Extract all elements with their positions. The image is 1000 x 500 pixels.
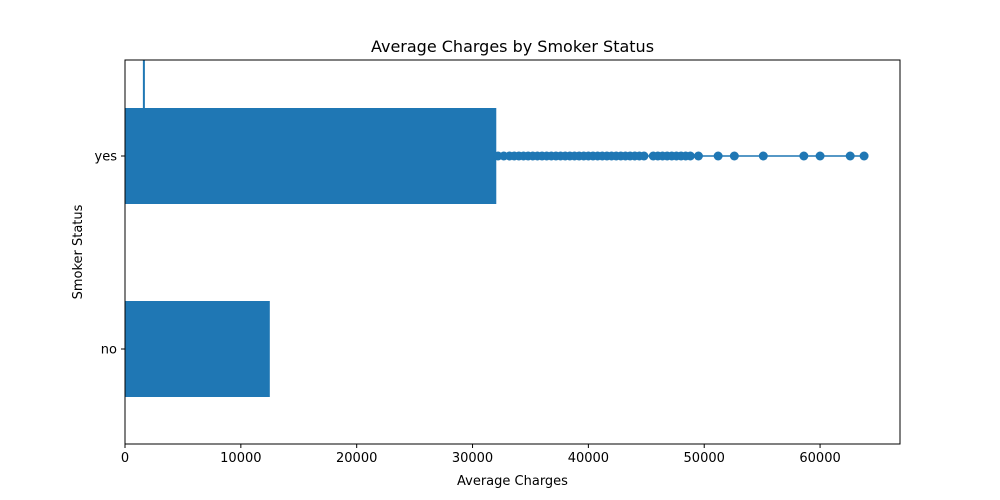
y-axis: no yes — [95, 150, 125, 358]
chart-title: Average Charges by Smoker Status — [371, 37, 654, 56]
x-tick-label: 10000 — [220, 451, 261, 466]
overlay-point — [859, 151, 869, 161]
x-axis-label: Average Charges — [457, 474, 568, 489]
x-tick-label: 40000 — [568, 451, 609, 466]
x-tick-label: 60000 — [799, 451, 840, 466]
plot-frame — [124, 59, 901, 445]
overlay-point — [845, 151, 855, 161]
x-tick-label: 0 — [121, 451, 129, 466]
bar-no — [125, 301, 270, 397]
x-tick-label: 50000 — [684, 451, 725, 466]
x-tick-label: 30000 — [452, 451, 493, 466]
overlay-point — [729, 151, 739, 161]
overlay-point — [799, 151, 809, 161]
plot-area — [125, 60, 869, 397]
overlay-point — [685, 151, 695, 161]
y-tick-label: no — [101, 343, 117, 358]
overlay-point — [693, 151, 703, 161]
bar-yes — [125, 108, 497, 204]
x-tick-label: 20000 — [336, 451, 377, 466]
overlay-point — [815, 151, 825, 161]
overlay-point — [713, 151, 723, 161]
x-axis: 0 10000 20000 30000 40000 50000 60000 — [121, 444, 841, 466]
overlay-point — [758, 151, 768, 161]
overlay-point — [639, 151, 649, 161]
y-tick-label: yes — [95, 150, 118, 165]
y-axis-label: Smoker Status — [71, 204, 86, 299]
